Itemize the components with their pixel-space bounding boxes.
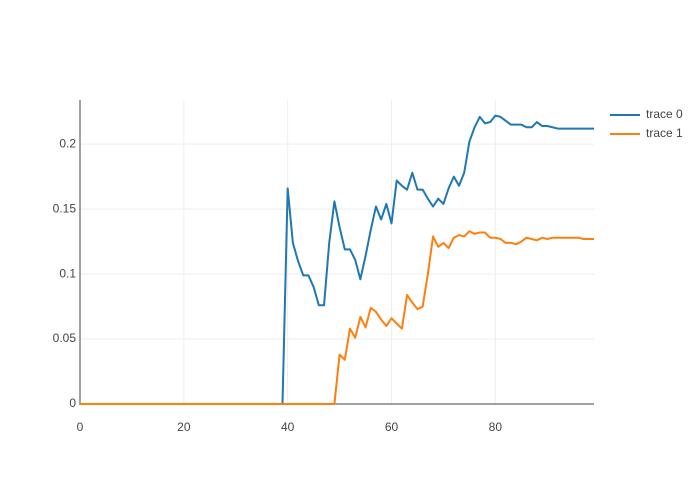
legend-label[interactable]: trace 0	[646, 107, 683, 121]
x-tick-label: 20	[177, 420, 191, 434]
y-tick-label: 0.05	[53, 331, 77, 345]
y-tick-label: 0.1	[59, 266, 76, 280]
x-tick-label: 40	[281, 420, 295, 434]
y-tick-label: 0.15	[53, 201, 77, 215]
legend-label[interactable]: trace 1	[646, 126, 683, 140]
x-tick-label: 60	[385, 420, 399, 434]
x-tick-label: 0	[77, 420, 84, 434]
y-tick-label: 0	[69, 396, 76, 410]
x-tick-label: 80	[489, 420, 503, 434]
line-series	[80, 114, 594, 405]
line-series	[80, 230, 594, 405]
y-tick-label: 0.2	[59, 136, 76, 150]
